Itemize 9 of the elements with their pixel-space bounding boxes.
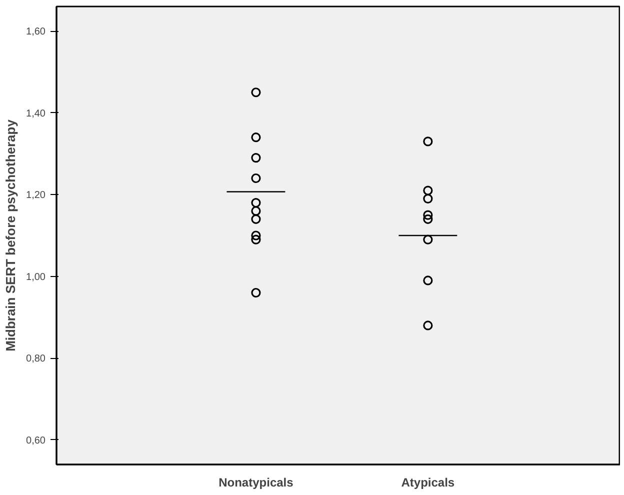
y-tick-label: 0,80 [26,354,46,365]
y-tick-label: 0,60 [26,435,46,446]
x-tick-label: Nonatypicals [218,476,294,490]
y-tick-label: 1,60 [26,26,46,38]
y-tick-label: 1,00 [26,272,46,283]
x-tick-label: Atypicals [401,476,455,490]
y-axis-title: Midbrain SERT before psychotherapy [3,118,18,352]
y-tick-label: 1,40 [26,108,46,120]
y-tick-label: 1,20 [26,190,46,202]
